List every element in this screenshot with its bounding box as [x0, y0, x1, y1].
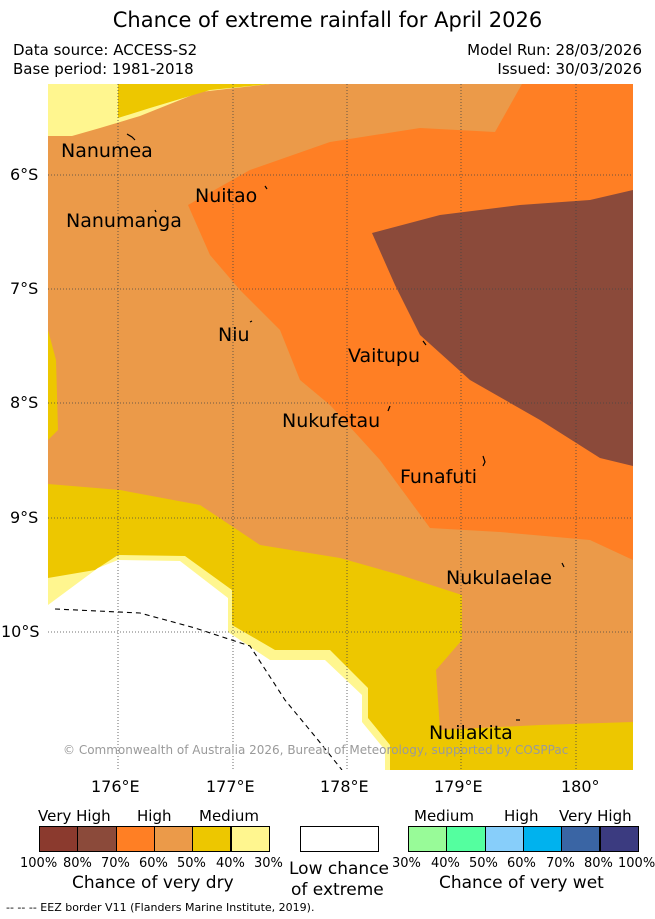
lon-tick-179e: 179°E: [434, 777, 483, 796]
zone-low-chance: [48, 560, 385, 770]
lon-tick-178e: 178°E: [320, 777, 369, 796]
lat-tick-6s: 6°S: [10, 165, 39, 184]
base-period: Base period: 1981-2018: [13, 60, 194, 78]
lon-tick-177e: 177°E: [206, 777, 255, 796]
dry-swatch: [153, 826, 194, 852]
dry-category-very-high: Very High: [38, 807, 111, 825]
zone-60pct: [188, 84, 633, 560]
wet-swatch: [408, 826, 448, 852]
wet-caption: Chance of very wet: [439, 873, 604, 893]
wet-pct-100: 100%: [618, 856, 655, 871]
place-niu: Niu: [218, 324, 250, 346]
low-chance-line2: of extreme: [291, 880, 384, 900]
wet-pct-40: 40%: [431, 856, 460, 871]
place-nuilakita: Nuilakita: [429, 722, 513, 744]
wet-category-very-high: Very High: [559, 807, 632, 825]
dry-swatch: [115, 826, 155, 852]
eez-footer-note: -- -- -- EEZ border V11 (Flanders Marine…: [6, 901, 315, 914]
wet-swatch: [561, 826, 601, 852]
copyright-notice: © Commonwealth of Australia 2026, Bureau…: [63, 743, 569, 757]
low-chance-swatch: [300, 826, 379, 852]
wet-swatch: [446, 826, 486, 852]
place-funafuti: Funafuti: [400, 466, 478, 488]
dry-pct-50: 50%: [177, 856, 206, 871]
wet-swatch: [522, 826, 563, 852]
zone-80pct: [372, 190, 633, 466]
graticule: [48, 84, 633, 770]
zone-30pct-north: [48, 84, 270, 136]
dry-swatch: [192, 826, 232, 852]
zone-40pct-west: [48, 330, 58, 440]
dry-pct-40: 40%: [216, 856, 245, 871]
wet-pct-30: 30%: [392, 856, 421, 871]
lat-tick-9s: 9°S: [10, 508, 39, 527]
dry-category-medium: Medium: [199, 807, 259, 825]
place-nukufetau: Nukufetau: [282, 410, 381, 432]
dry-pct-100: 100%: [20, 856, 58, 871]
island-marks: [126, 133, 565, 721]
dry-pct-80: 80%: [63, 856, 92, 871]
data-source: Data source: ACCESS-S2: [13, 41, 198, 59]
wet-pct-70: 70%: [546, 856, 575, 871]
model-run: Model Run: 28/03/2026: [467, 41, 642, 59]
zone-40pct-north: [118, 84, 270, 118]
wet-pct-50: 50%: [469, 856, 498, 871]
eez-border: [54, 608, 343, 770]
wet-pct-80: 80%: [584, 856, 613, 871]
dry-swatch: [39, 826, 79, 852]
dry-caption: Chance of very dry: [72, 873, 234, 893]
wet-category-high: High: [504, 807, 539, 825]
lat-tick-8s: 8°S: [10, 393, 39, 412]
wet-swatch: [484, 826, 524, 852]
dry-pct-30: 30%: [254, 856, 283, 871]
place-nanumea: Nanumea: [61, 140, 153, 162]
dry-pct-60: 60%: [139, 856, 168, 871]
place-nukulaelae: Nukulaelae: [446, 567, 552, 589]
lon-tick-176e: 176°E: [91, 777, 140, 796]
lat-tick-7s: 7°S: [10, 279, 39, 298]
wet-pct-60: 60%: [507, 856, 536, 871]
dry-swatch: [77, 826, 117, 852]
lat-tick-10s: 10°S: [1, 622, 40, 641]
place-nanumanga: Nanumanga: [66, 210, 182, 232]
lon-tick-180: 180°: [561, 777, 600, 796]
wet-swatch: [599, 826, 639, 852]
map-title: Chance of extreme rainfall for April 202…: [112, 8, 543, 32]
dry-swatch: [230, 826, 270, 852]
place-nuitao: Nuitao: [195, 185, 258, 207]
wet-category-medium: Medium: [414, 807, 474, 825]
place-vaitupu: Vaitupu: [348, 345, 421, 367]
dry-category-high: High: [137, 807, 172, 825]
issued-date: Issued: 30/03/2026: [497, 60, 642, 78]
low-chance-line1: Low chance: [289, 859, 389, 879]
dry-pct-70: 70%: [101, 856, 130, 871]
